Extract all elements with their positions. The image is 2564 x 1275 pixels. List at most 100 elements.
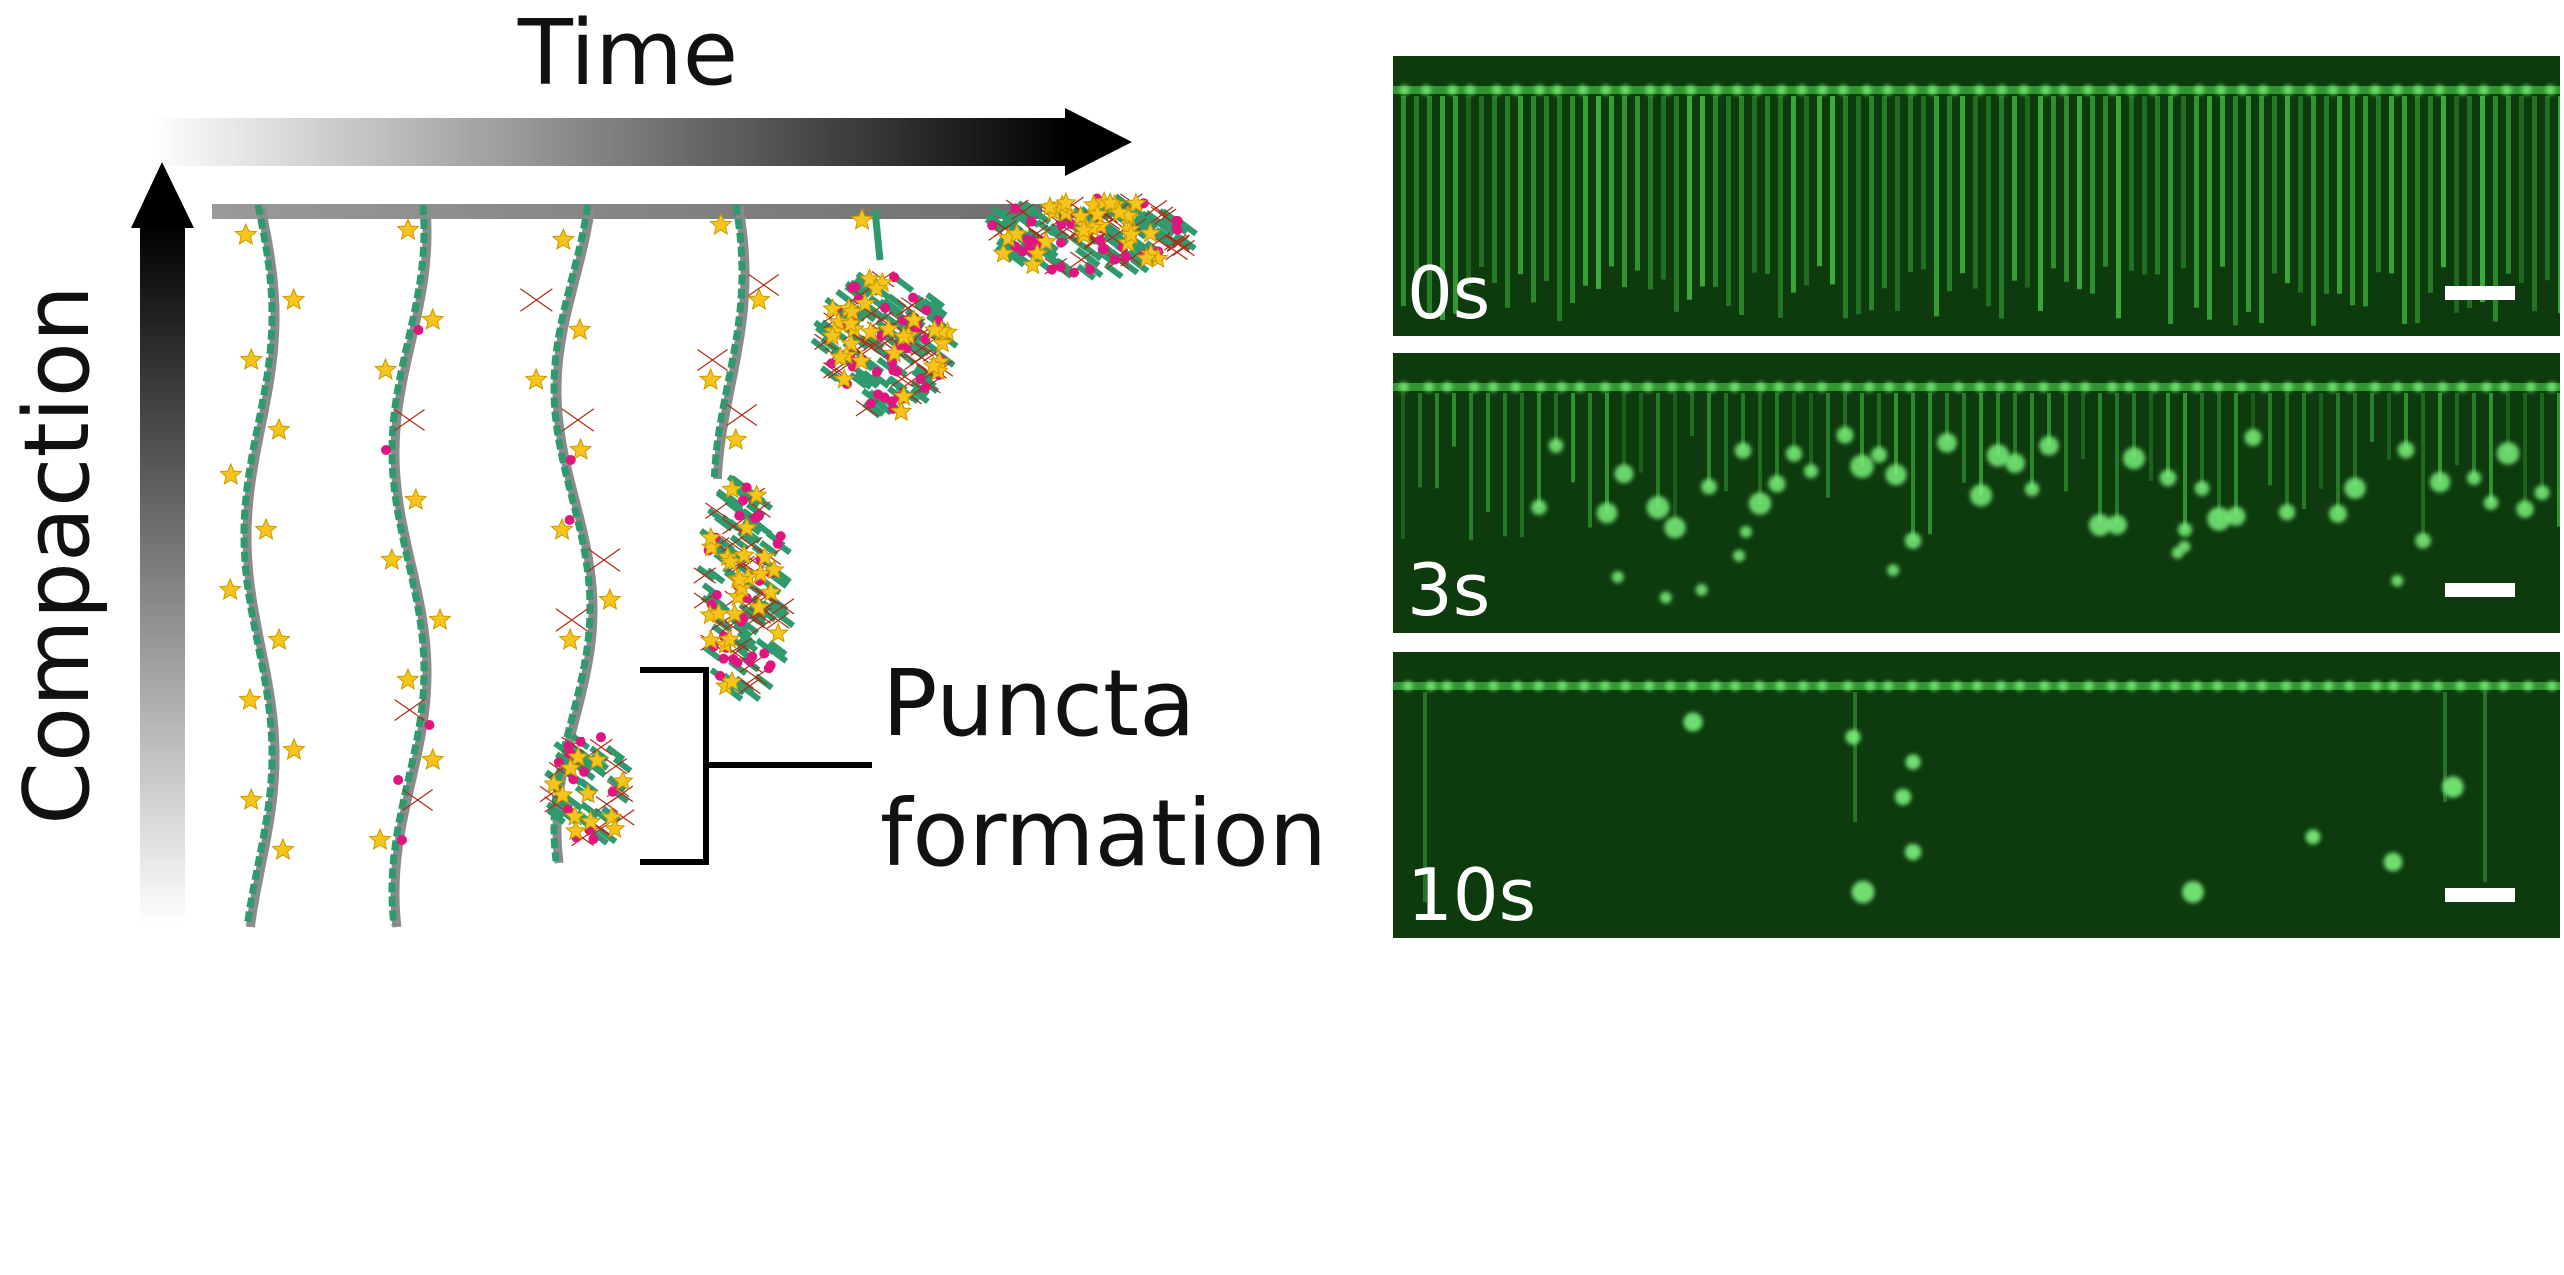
fluorescent-label-star [568,437,593,460]
protein-dot [920,382,931,393]
compaction-protein [771,598,795,615]
fluorescent-label-star [719,550,742,572]
protein-dot [741,482,752,493]
protein-dot [393,775,404,785]
protein-dot [381,445,392,455]
fluorescent-label-star [833,368,855,389]
protein-dot [565,455,576,465]
panel-time-label: 3s [1407,548,1490,632]
fluorescent-label-star [721,478,743,499]
protein-dot [1099,243,1110,254]
protein-dot [753,511,764,522]
protein-dot [595,732,606,743]
compaction-protein [766,612,790,629]
protein-dot [579,766,590,777]
fluorescent-label-star [604,817,626,839]
scale-bar [2445,286,2515,300]
fluorescent-label-star [700,535,723,557]
protein-dot [1069,267,1080,278]
protein-dot [1046,264,1057,275]
protein-dot [1026,216,1037,227]
protein-dot [772,538,783,549]
scale-bar [2445,888,2515,902]
fluorescent-label-star [850,207,874,230]
fluorescent-label-star [218,577,242,600]
fluorescent-label-star [763,558,785,580]
fluorescent-label-star [858,268,881,289]
fluorescent-label-star [282,737,306,760]
compaction-protein [738,677,761,695]
compaction-protein [604,757,628,775]
protein-dot [763,663,774,674]
protein-dot [1171,215,1182,226]
fluorescent-label-star [239,347,263,370]
fluorescent-label-star [550,517,574,540]
fluorescent-label-star [1120,223,1142,245]
compaction-protein [1172,239,1195,257]
fluorescent-label-star [893,325,915,346]
fluorescent-label-star [420,307,445,330]
fluorescent-label-star [883,342,906,363]
fluorescent-label-star [1055,191,1077,213]
protein-dot [607,786,618,797]
fluorescent-label-star [724,427,748,450]
compaction-protein [705,502,728,519]
fluorescent-label-star [524,367,548,390]
fluorescent-label-star [579,810,602,831]
fluorescent-label-star [1099,191,1122,213]
compaction-label: Compaction [5,285,110,825]
fluorescent-label-star [1072,219,1095,240]
microscopy-panels: 0s 3s 10s [1393,56,2560,938]
compaction-protein [610,785,634,803]
protein-dot [1021,234,1032,245]
fluorescent-label-star [827,310,850,332]
fluorescent-label-star [254,517,278,540]
protein-dot [865,398,876,409]
protein-dot [562,804,573,815]
fluorescent-label-star [551,783,574,805]
fluorescent-label-star [721,670,743,692]
fluorescent-label-star [821,325,844,346]
fluorescent-label-star [892,385,915,406]
fluorescent-label-star [219,462,243,485]
protein-dot [568,774,579,785]
protein-dot [1055,262,1066,273]
microscopy-panel-3s: 3s [1393,353,2560,633]
fluorescent-label-star [1135,247,1158,268]
compaction-protein [748,274,780,296]
protein-dot [908,292,919,303]
fluorescent-label-star [700,526,722,548]
fluorescent-label-star [1035,230,1057,252]
fluorescent-label-star [267,417,291,440]
fluorescent-label-star [551,227,575,250]
compaction-protein [561,408,595,432]
fluorescent-label-star [749,562,772,584]
fluorescent-label-star [718,628,741,649]
fluorescent-label-star [428,607,452,630]
dna-strand [710,204,746,478]
fluorescent-label-star [558,627,582,650]
fluorescent-label-star [404,487,428,510]
puncta-bracket [640,667,872,865]
compaction-protein [855,400,879,417]
fluorescent-label-star [373,357,398,380]
protein-dot [921,305,932,316]
fluorescent-label-star [612,770,634,791]
protein-dot [1056,237,1067,248]
fluorescent-label-star [600,806,623,827]
fluorescent-label-star [568,317,592,340]
panel-time-label: 0s [1407,251,1490,335]
fluorescent-label-star [748,596,770,617]
compaction-protein [748,607,772,624]
protein-dot [920,333,931,344]
protein-dot [891,366,902,377]
fluorescent-label-star [877,317,900,339]
protein-dot [987,220,998,231]
protein-dot [1056,219,1067,230]
panel-time-label: 10s [1407,853,1536,937]
protein-dot [1010,203,1021,214]
fluorescent-label-star [234,222,258,245]
fluorescent-label-star [1139,222,1162,243]
compaction-protein [697,349,728,371]
puncta-label-line2: formation [880,780,1327,887]
